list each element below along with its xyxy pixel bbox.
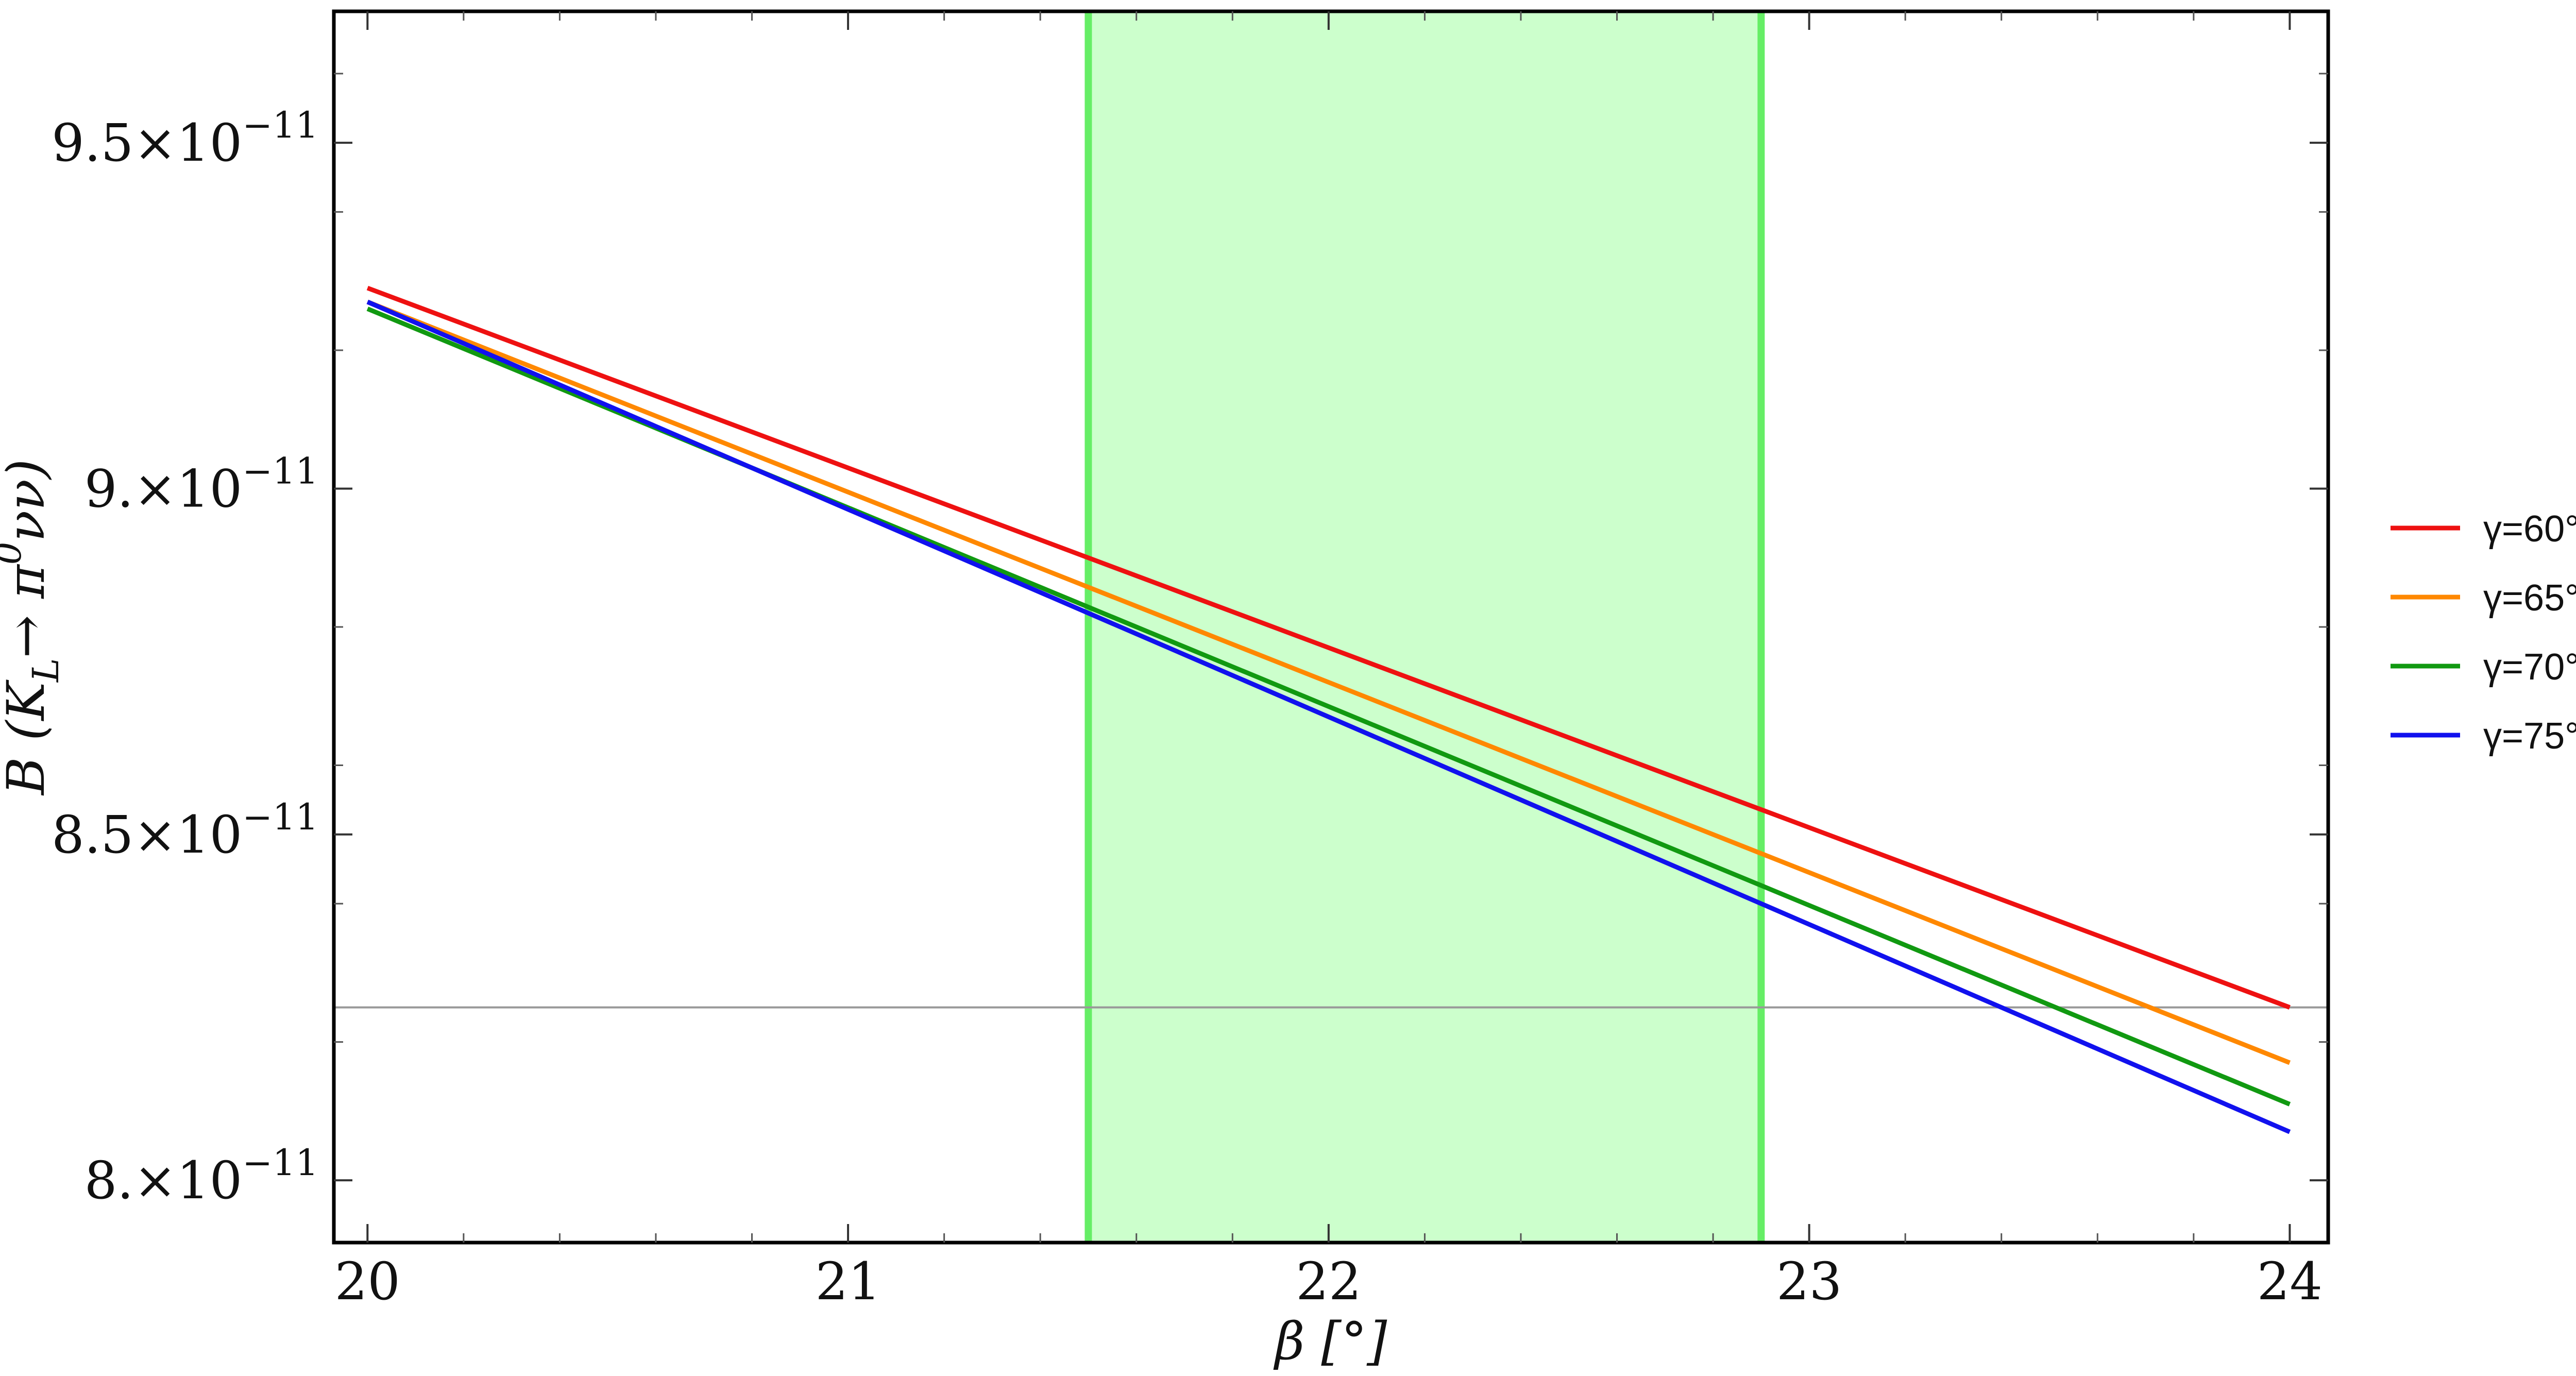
y-tick-mantissa: 8.5 bbox=[52, 805, 133, 865]
y-tick-exponent: −11 bbox=[242, 796, 318, 838]
legend: γ=60° γ=65° γ=70° γ=75° bbox=[2391, 508, 2576, 757]
y-axis: 8.×10−118.5×10−119.×10−119.5×10−11 bbox=[52, 73, 2328, 1211]
x-axis-title: β [°] bbox=[1273, 1311, 1388, 1371]
y-title-part-4: νν) bbox=[0, 459, 56, 542]
y-title-part-0: B (K bbox=[0, 679, 56, 796]
series-line-1 bbox=[366, 299, 2291, 1065]
legend-label-3: γ=75° bbox=[2483, 716, 2576, 757]
x-tick-label: 24 bbox=[2257, 1251, 2323, 1312]
y-tick-label: 8.5×10−11 bbox=[52, 796, 318, 865]
series-layer bbox=[366, 285, 2291, 1134]
y-tick-label: 8.×10−11 bbox=[84, 1142, 318, 1211]
legend-label-0: γ=60° bbox=[2483, 508, 2576, 550]
y-tick-exponent: −11 bbox=[242, 1142, 318, 1184]
y-title-part-3: 0 bbox=[0, 542, 29, 565]
y-tick-times: ×10 bbox=[133, 458, 242, 519]
y-tick-exponent: −11 bbox=[242, 104, 318, 146]
y-title-part-1: L bbox=[25, 658, 67, 683]
y-tick-mantissa: 9.5 bbox=[52, 113, 133, 173]
y-tick-label: 9.×10−11 bbox=[84, 450, 318, 519]
y-tick-mantissa: 9. bbox=[84, 458, 133, 519]
y-tick-exponent: −11 bbox=[242, 450, 318, 492]
x-tick-label: 20 bbox=[335, 1251, 400, 1312]
legend-label-1: γ=65° bbox=[2483, 577, 2576, 619]
y-tick-times: ×10 bbox=[133, 1150, 242, 1211]
y-title-part-2: → π bbox=[0, 564, 56, 658]
series-line-3 bbox=[366, 299, 2291, 1134]
y-tick-label: 9.5×10−11 bbox=[52, 104, 318, 173]
y-tick-mantissa: 8. bbox=[84, 1150, 133, 1211]
legend-label-2: γ=70° bbox=[2483, 647, 2576, 688]
y-axis-title: B (KL→ π0νν) bbox=[0, 459, 67, 796]
x-tick-label: 22 bbox=[1296, 1251, 1361, 1312]
x-tick-label: 21 bbox=[815, 1251, 880, 1312]
x-axis: 20 21 22 23 24 bbox=[335, 11, 2323, 1312]
y-tick-times: ×10 bbox=[133, 113, 242, 173]
x-tick-label: 23 bbox=[1776, 1251, 1842, 1312]
band-layer bbox=[1084, 11, 1765, 1243]
y-tick-times: ×10 bbox=[133, 805, 242, 865]
series-line-0 bbox=[366, 285, 2291, 1010]
highlight-band bbox=[1088, 11, 1761, 1243]
